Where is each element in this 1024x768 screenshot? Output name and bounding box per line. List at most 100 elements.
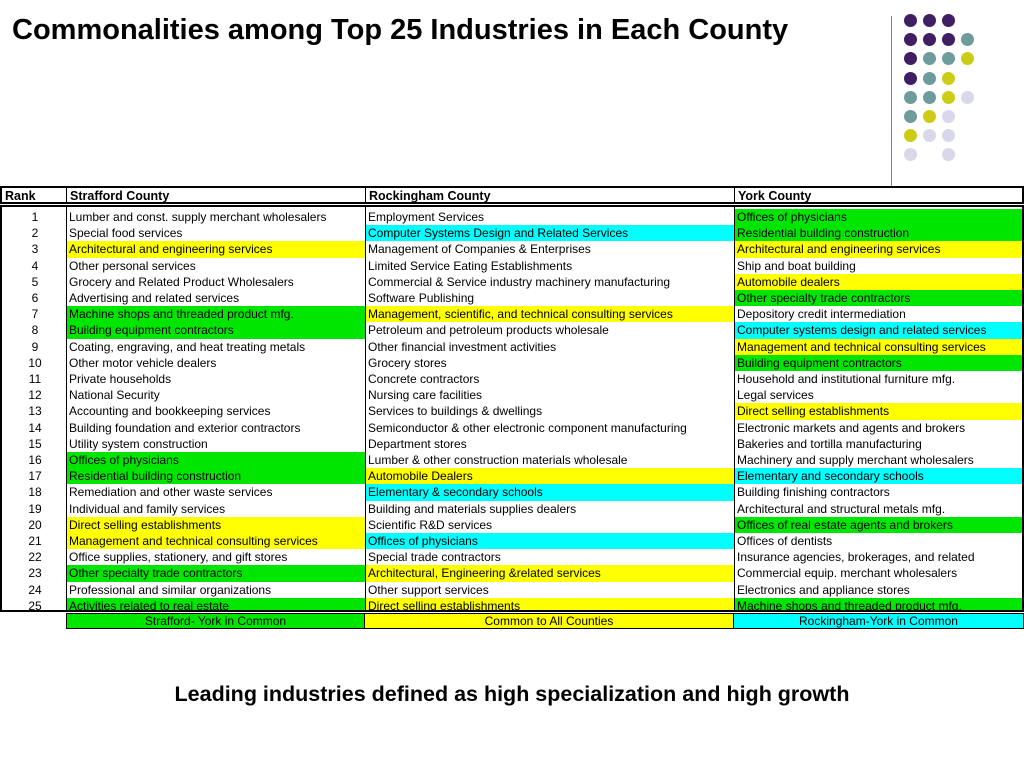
rank-cell: 22 [28, 550, 42, 565]
decor-dot [961, 52, 974, 66]
rockingham-industry-cell: Automobile Dealers [366, 468, 734, 485]
decor-dot [904, 129, 917, 143]
header-york: York County [734, 188, 1024, 203]
rockingham-industry-cell: Special trade contractors [368, 550, 501, 565]
rank-cell: 18 [28, 485, 42, 500]
york-industry-cell: Depository credit intermediation [737, 307, 906, 322]
strafford-industry-cell: Other motor vehicle dealers [69, 355, 217, 370]
york-industry-cell: Other specialty trade contractors [735, 290, 1022, 307]
rank-cell: 6 [31, 291, 39, 305]
decor-dot [904, 52, 917, 66]
rockingham-industry-cell: Department stores [368, 436, 467, 451]
york-industry-cell: Building equipment contractors [735, 354, 1022, 371]
rockingham-industry-cell: Offices of physicians [366, 533, 734, 550]
rockingham-industry-cell: Scientific R&D services [368, 517, 493, 532]
rockingham-column: Employment Services Computer Systems Desi… [365, 207, 734, 610]
decor-dot [923, 129, 936, 143]
york-industry-cell: Management and technical consulting serv… [735, 338, 1022, 355]
decor-dot [904, 71, 917, 85]
rank-cell: 8 [31, 323, 39, 338]
legend-all-counties: Common to All Counties [364, 614, 733, 628]
rockingham-industry-cell: Other support services [368, 582, 489, 597]
rank-cell: 13 [28, 404, 42, 419]
strafford-industry-cell: Remediation and other waste services [69, 485, 273, 500]
york-industry-cell: Direct selling establishments [735, 403, 1022, 420]
decor-dot [942, 110, 955, 123]
strafford-industry-cell: Residential building construction [67, 468, 365, 485]
strafford-industry-cell: Machine shops and threaded product mfg. [67, 306, 365, 323]
rank-cell: 17 [28, 469, 42, 484]
york-industry-cell: Offices of real estate agents and broker… [735, 516, 1022, 533]
rank-cell: 7 [31, 307, 39, 322]
strafford-industry-cell: Coating, engraving, and heat treating me… [69, 339, 306, 354]
rockingham-industry-cell: Concrete contractors [368, 372, 480, 386]
decor-dot [923, 110, 936, 123]
york-industry-cell: Elementary and secondary schools [735, 468, 1022, 485]
york-industry-cell: Electronics and appliance stores [737, 582, 910, 597]
strafford-industry-cell: Direct selling establishments [67, 516, 365, 533]
decor-dot [961, 90, 974, 104]
strafford-industry-cell: Grocery and Related Product Wholesalers [69, 274, 294, 289]
decor-dot [904, 33, 917, 47]
york-industry-cell: Legal services [737, 388, 814, 403]
rockingham-industry-cell: Building and materials supplies dealers [368, 501, 577, 516]
rockingham-industry-cell: Nursing care facilities [368, 388, 483, 403]
rank-cell: 11 [28, 372, 42, 386]
rockingham-industry-cell: Management of Companies & Enterprises [368, 242, 591, 257]
decor-dot [961, 33, 974, 47]
strafford-industry-cell: Building foundation and exterior contrac… [69, 420, 301, 435]
strafford-industry-cell: Special food services [69, 226, 183, 241]
rank-cell: 12 [28, 388, 42, 403]
strafford-column: Lumber and const. supply merchant wholes… [66, 207, 365, 610]
rockingham-industry-cell: Direct selling establishments [366, 597, 734, 610]
strafford-industry-cell: Lumber and const. supply merchant wholes… [69, 210, 327, 224]
york-industry-cell: Building finishing contractors [737, 485, 890, 500]
slide-title: Commonalities among Top 25 Industries in… [12, 14, 789, 46]
decor-dot [942, 71, 955, 85]
strafford-industry-cell: Architectural and engineering services [67, 241, 365, 258]
rank-cell: 3 [31, 242, 39, 257]
color-legend: Strafford- York in Common Common to All … [66, 613, 1024, 629]
rockingham-industry-cell: Other financial investment activities [368, 339, 557, 354]
decor-dot [942, 148, 955, 162]
strafford-industry-cell: Utility system construction [69, 436, 208, 451]
decor-dot [942, 129, 955, 143]
decor-dot [904, 90, 917, 104]
rank-cell: 2 [31, 226, 39, 241]
strafford-industry-cell: National Security [69, 388, 160, 403]
rank-cell: 15 [28, 436, 42, 451]
rank-cell: 4 [31, 258, 39, 273]
rank-cell: 16 [28, 453, 42, 467]
legend-rockingham-york: Rockingham-York in Common [733, 614, 1023, 628]
rockingham-industry-cell: Computer Systems Design and Related Serv… [366, 225, 734, 242]
rank-column: 1 2 3 4 5 6 7 8 9 10 11 12 13 14 15 16 17 18 19 20 21 22 23 24 2… [2, 207, 68, 610]
rockingham-industry-cell: Elementary & secondary schools [366, 484, 734, 501]
rockingham-industry-cell: Semiconductor & other electronic compone… [368, 420, 687, 435]
york-industry-cell: Automobile dealers [735, 273, 1022, 290]
strafford-industry-cell: Other personal services [69, 258, 196, 273]
york-industry-cell: Household and institutional furniture mf… [737, 372, 956, 386]
rank-cell: 10 [28, 355, 42, 370]
york-industry-cell: Ship and boat building [737, 258, 856, 273]
york-industry-cell: Insurance agencies, brokerages, and rela… [737, 550, 975, 565]
strafford-industry-cell: Management and technical consulting serv… [67, 533, 365, 550]
york-industry-cell: Machine shops and threaded product mfg. [735, 597, 1022, 610]
rank-cell: 19 [28, 501, 42, 516]
york-industry-cell: Commercial equip. merchant wholesalers [737, 566, 958, 581]
rockingham-industry-cell: Grocery stores [368, 355, 447, 370]
table-header-row: Rank Strafford County Rockingham County … [0, 186, 1024, 204]
rank-cell: 24 [28, 582, 42, 597]
rockingham-industry-cell: Petroleum and petroleum products wholesa… [368, 323, 609, 338]
decor-dot [942, 52, 955, 66]
rank-cell: 25 [28, 598, 42, 610]
decor-dot [923, 33, 936, 47]
decor-dot [923, 90, 936, 104]
decor-dot [942, 90, 955, 104]
rank-cell: 21 [28, 534, 42, 548]
decor-dot [942, 14, 955, 27]
rockingham-industry-cell: Architectural, Engineering &related serv… [366, 565, 734, 582]
strafford-industry-cell: Activities related to real estate [67, 597, 365, 610]
decor-dot [923, 71, 936, 85]
rockingham-industry-cell: Services to buildings & dwellings [368, 404, 543, 419]
rockingham-industry-cell: Limited Service Eating Establishments [368, 258, 573, 273]
